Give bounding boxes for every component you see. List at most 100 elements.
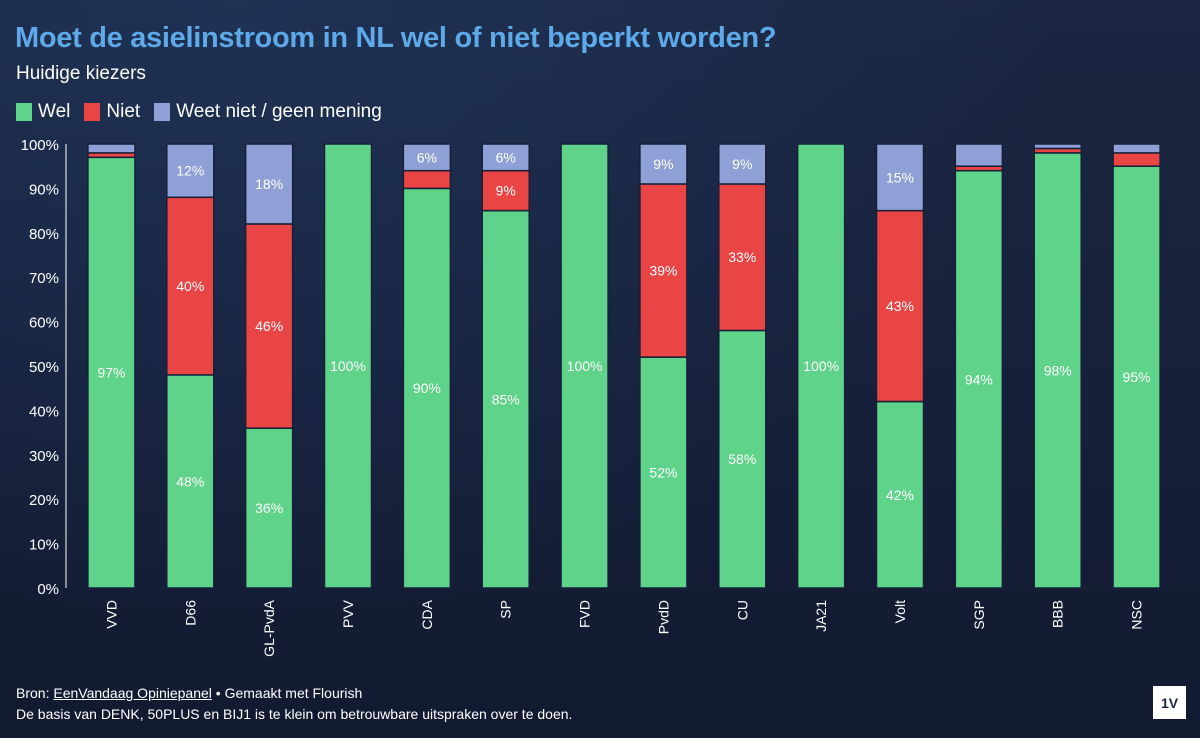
y-tick-label: 30% [29, 448, 59, 465]
bar-segment [875, 400, 925, 589]
data-label: 100% [803, 358, 839, 374]
footer: Bron: EenVandaag Opiniepanel • Gemaakt m… [16, 683, 572, 725]
legend-swatch-weet-niet [154, 103, 171, 121]
legend-item-wel[interactable]: Wel [16, 101, 70, 123]
data-label: 6% [417, 149, 437, 165]
data-label: 48% [176, 473, 204, 489]
y-tick-label: 80% [29, 226, 59, 243]
data-label: 42% [886, 487, 914, 503]
source-link[interactable]: EenVandaag Opiniepanel [53, 685, 212, 701]
y-tick-label: 20% [29, 492, 59, 509]
bar-segment [1033, 152, 1082, 589]
data-label: 97% [97, 365, 125, 381]
x-tick-label: BBB [1050, 600, 1066, 628]
legend-swatch-niet [84, 103, 101, 121]
data-label: 100% [567, 358, 603, 374]
bar-segment [244, 427, 294, 589]
y-tick-label: 0% [37, 581, 59, 598]
bar-segment [718, 183, 767, 332]
x-tick-label: VVD [103, 600, 119, 629]
data-label: 90% [413, 380, 441, 396]
y-tick-label: 10% [29, 537, 59, 554]
bar-segment [639, 356, 688, 589]
bar-segment [560, 143, 609, 589]
x-tick-label: SGP [971, 600, 987, 630]
data-label: 85% [492, 391, 520, 407]
y-tick-label: 70% [29, 270, 59, 287]
bar-segment [954, 169, 1004, 589]
data-label: 95% [1123, 369, 1151, 385]
y-tick-label: 100% [21, 137, 59, 154]
bar-segment [481, 143, 530, 172]
bar-segment [954, 143, 1004, 167]
data-label: 98% [1044, 362, 1072, 378]
source-prefix: Bron: [16, 685, 54, 701]
bar-segment [1033, 143, 1082, 150]
y-tick-label: 40% [29, 403, 59, 420]
x-tick-label: D66 [182, 600, 198, 626]
x-tick-label: JA21 [813, 600, 829, 632]
source-line: Bron: EenVandaag Opiniepanel • Gemaakt m… [16, 683, 572, 704]
data-label: 18% [255, 176, 283, 192]
data-label: 43% [886, 298, 914, 314]
x-tick-label: PVV [340, 599, 356, 628]
x-tick-label: CDA [419, 599, 435, 629]
bar-segment [481, 169, 530, 212]
x-tick-label: GL-PvdA [261, 599, 277, 656]
bar-segment [796, 143, 846, 589]
bar-segment [875, 209, 925, 403]
data-label: 40% [176, 278, 204, 294]
x-tick-label: SP [498, 600, 514, 619]
legend-label-niet: Niet [106, 101, 141, 122]
chart-title: Moet de asielinstroom in NL wel of niet … [15, 22, 777, 54]
bar-segment [402, 143, 452, 172]
y-tick-label: 60% [29, 315, 59, 332]
bar-segment [323, 143, 373, 589]
bar-segment [166, 374, 215, 589]
data-label: 9% [732, 156, 752, 172]
data-label: 52% [649, 465, 677, 481]
x-tick-label: PvdD [655, 600, 671, 634]
x-tick-label: CU [734, 600, 750, 620]
chart-subtitle: Huidige kiezers [16, 63, 146, 84]
y-tick-label: 90% [29, 181, 59, 198]
bar-segment [718, 143, 767, 185]
legend-label-weet-niet: Weet niet / geen mening [176, 101, 382, 122]
footnote: De basis van DENK, 50PLUS en BIJ1 is te … [16, 706, 573, 722]
legend: Wel Niet Weet niet / geen mening [16, 100, 396, 124]
source-suffix: • Gemaakt met Flourish [211, 685, 363, 701]
bar-segment [639, 143, 688, 185]
data-label: 58% [728, 451, 756, 467]
bar-segment [87, 156, 136, 589]
bar-segment [402, 169, 452, 190]
bar-segment [244, 223, 294, 429]
bar-segment [87, 143, 136, 154]
bar-segment [1112, 152, 1161, 167]
eenvandaag-logo: 1V [1153, 686, 1186, 719]
data-label: 46% [255, 318, 283, 334]
bar-segment [166, 143, 215, 199]
legend-swatch-wel [16, 103, 32, 121]
legend-item-weet-niet[interactable]: Weet niet / geen mening [154, 101, 382, 123]
data-label: 36% [255, 500, 283, 516]
legend-item-niet[interactable]: Niet [84, 101, 140, 123]
x-tick-label: Volt [892, 600, 908, 623]
bar-segment [1112, 143, 1161, 154]
data-label: 94% [965, 371, 993, 387]
x-tick-label: NSC [1129, 600, 1145, 630]
bar-segment [166, 196, 215, 376]
data-label: 6% [496, 149, 516, 165]
legend-label-wel: Wel [38, 101, 71, 122]
y-tick-label: 50% [29, 359, 59, 376]
data-label: 12% [176, 163, 204, 179]
data-label: 15% [886, 169, 914, 185]
data-label: 39% [649, 263, 677, 279]
bar-segment [244, 143, 294, 225]
bar-segment [875, 143, 925, 212]
data-label: 9% [496, 183, 516, 199]
x-tick-label: FVD [577, 600, 593, 628]
data-label: 100% [330, 358, 366, 374]
bar-segment [639, 183, 688, 358]
